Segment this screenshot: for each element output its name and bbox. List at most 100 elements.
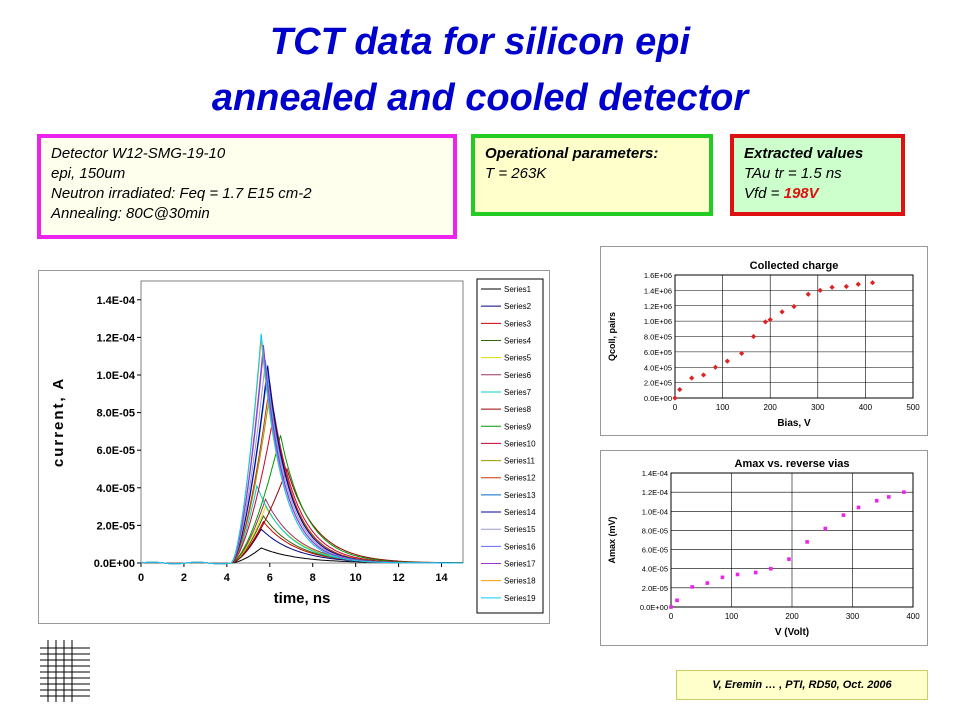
detector-line: Annealing: 80C@30min <box>51 205 210 222</box>
extracted-box: Extracted values TAu tr = 1.5 ns Vfd = 1… <box>730 134 905 216</box>
series-line <box>140 333 463 565</box>
x-tick-label: 200 <box>785 612 799 621</box>
x-tick-label: 300 <box>811 403 825 412</box>
y-tick-label: 1.2E-04 <box>642 488 668 497</box>
charge-chart: Collected charge 0 100 200 300 400 500 0.0E+00 2… <box>607 260 920 429</box>
data-point <box>843 283 849 290</box>
data-point <box>902 490 906 494</box>
legend-label: Series6 <box>504 371 532 380</box>
x-tick-label: 6 <box>267 572 273 584</box>
legend-label: Series7 <box>504 388 532 397</box>
x-tick-label: 0 <box>673 403 678 412</box>
legend-label: Series10 <box>504 439 536 448</box>
y-tick-label: 1.0E-04 <box>642 507 668 516</box>
chart-title: Collected charge <box>750 260 839 272</box>
extracted-heading: Extracted values <box>744 145 864 162</box>
operational-box: Operational parameters: T = 263K <box>471 134 713 216</box>
legend-box <box>476 278 544 614</box>
legend-label: Series16 <box>504 542 536 551</box>
data-point <box>677 386 683 393</box>
y-tick-label: 2.0E-05 <box>642 584 668 593</box>
chart-title: Amax vs. reverse vias <box>735 458 850 470</box>
data-point <box>805 291 811 297</box>
data-point <box>869 280 876 286</box>
legend-label: Series5 <box>504 354 532 363</box>
y-tick-label: 8.0E-05 <box>96 408 135 420</box>
legend-label: Series18 <box>504 577 536 586</box>
y-tick-label: 8.0E+05 <box>644 333 672 342</box>
y-tick-label: 6.0E+05 <box>644 348 672 357</box>
x-tick-label: 2 <box>181 572 187 584</box>
data-point <box>750 333 757 340</box>
amax-chart-panel: Amax vs. reverse vias 0 100 200 300 400 0.0E+0… <box>600 450 928 646</box>
detector-line: epi, 150um <box>51 165 126 182</box>
data-point <box>675 598 679 603</box>
vfd-value: 198V <box>783 185 819 202</box>
legend-label: Series17 <box>504 560 536 569</box>
y-axis-label: Amax (mV) <box>607 516 617 563</box>
x-tick-label: 4 <box>224 572 231 584</box>
current-chart: 0.0E+00 2.0E-05 4.0E-05 6.0E-05 8.0E-05 1.0E-… <box>50 278 544 614</box>
y-tick-label: 1.4E-04 <box>96 295 135 307</box>
vfd-line: Vfd = 198V <box>744 184 891 204</box>
x-tick-label: 400 <box>906 612 920 621</box>
data-point <box>874 498 879 503</box>
x-tick-label: 14 <box>435 572 448 584</box>
legend-label: Series4 <box>504 336 532 345</box>
operational-heading: Operational parameters: <box>485 145 659 162</box>
data-point <box>700 372 707 378</box>
y-tick-label: 6.0E-05 <box>96 445 135 457</box>
y-tick-label: 1.4E-04 <box>642 469 668 478</box>
x-axis-label: time, ns <box>274 590 331 607</box>
data-point <box>805 540 809 544</box>
data-point <box>762 319 769 325</box>
detector-line: Neutron irradiated: Feq = 1.7 E15 cm-2 <box>51 185 312 202</box>
title-line-2: annealed and cooled detector <box>211 77 749 119</box>
y-tick-label: 1.0E-04 <box>96 370 135 382</box>
data-point <box>735 572 740 577</box>
legend-label: Series11 <box>504 457 536 466</box>
y-tick-label: 1.6E+06 <box>644 271 672 280</box>
y-axis-label: Qcoll, pairs <box>607 312 617 361</box>
x-tick-label: 200 <box>764 403 778 412</box>
legend-label: Series2 <box>504 302 532 311</box>
data-point <box>672 395 678 401</box>
y-tick-label: 0.0E+00 <box>640 603 668 612</box>
data-point <box>690 585 694 589</box>
y-tick-label: 1.4E+06 <box>644 286 672 295</box>
x-tick-label: 12 <box>392 572 404 584</box>
y-tick-label: 0.0E+00 <box>94 558 135 570</box>
legend-label: Series19 <box>504 594 536 603</box>
credit-label: V, Eremin … , PTI, RD50, Oct. 2006 <box>676 670 928 700</box>
x-tick-label: 10 <box>350 572 362 584</box>
x-tick-label: 100 <box>725 612 739 621</box>
x-tick-label: 500 <box>906 403 920 412</box>
y-tick-label: 0.0E+00 <box>644 394 672 403</box>
legend-label: Series3 <box>504 319 532 328</box>
vfd-label: Vfd = <box>744 185 784 202</box>
x-axis-label: Bias, V <box>777 418 811 429</box>
y-tick-label: 2.0E+05 <box>644 379 672 388</box>
operational-line: T = 263K <box>485 165 547 182</box>
detector-box: Detector W12-SMG-19-10 epi, 150um Neutro… <box>37 134 457 239</box>
plot-area <box>140 280 464 564</box>
y-tick-label: 4.0E-05 <box>96 483 135 495</box>
x-tick-label: 8 <box>310 572 316 584</box>
y-axis-label: current, A <box>50 377 67 467</box>
y-tick-label: 4.0E+05 <box>644 363 672 372</box>
data-point <box>823 526 828 531</box>
y-tick-label: 1.0E+06 <box>644 317 672 326</box>
data-point <box>841 513 846 517</box>
legend-label: Series9 <box>504 422 532 431</box>
data-point <box>791 303 797 310</box>
data-point <box>856 505 861 510</box>
charge-chart-panel: Collected charge 0 100 200 300 400 500 0.0E+00 2… <box>600 246 928 436</box>
grid-logo-icon <box>40 640 90 702</box>
y-tick-label: 1.2E+06 <box>644 302 672 311</box>
current-chart-panel: 0.0E+00 2.0E-05 4.0E-05 6.0E-05 8.0E-05 1.0E-… <box>38 270 550 624</box>
data-point <box>712 364 719 370</box>
legend-label: Series15 <box>504 525 536 534</box>
data-point <box>817 287 823 293</box>
y-tick-label: 2.0E-05 <box>96 520 135 532</box>
x-tick-label: 300 <box>846 612 860 621</box>
